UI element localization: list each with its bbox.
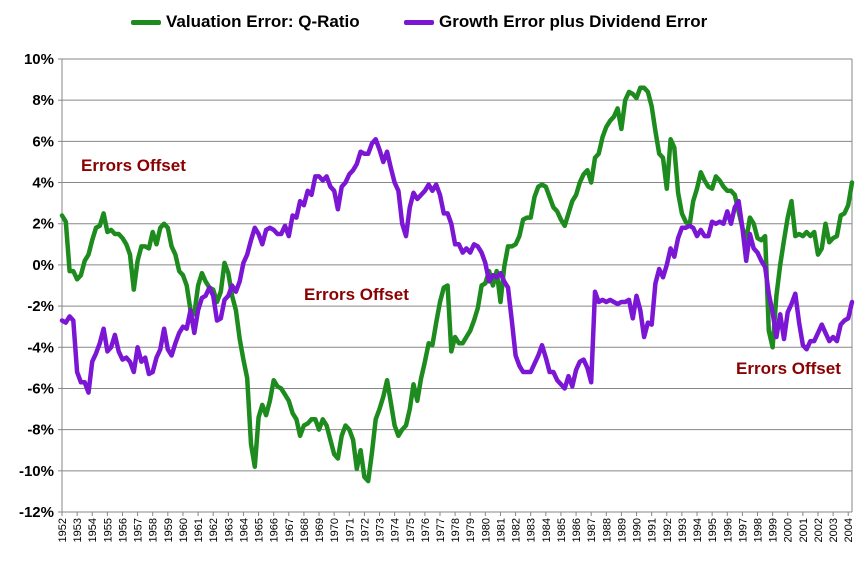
x-tick-label: 1970 [329, 518, 341, 542]
y-tick-label: 6% [32, 133, 54, 150]
annotation-errors-offset-left: Errors Offset [81, 156, 186, 175]
x-tick-label: 1985 [556, 518, 568, 542]
x-tick-label: 1954 [87, 518, 99, 542]
x-tick-label: 1971 [344, 518, 356, 542]
x-tick-label: 1955 [102, 518, 114, 542]
x-tick-label: 1998 [753, 518, 765, 542]
x-tick-label: 1982 [511, 518, 523, 542]
x-tick-label: 1973 [375, 518, 387, 542]
annotation-errors-offset-right: Errors Offset [736, 359, 841, 378]
x-tick-label: 1963 [223, 518, 235, 542]
legend-label-growth-dividend-error: Growth Error plus Dividend Error [439, 12, 708, 31]
x-tick-label: 1989 [616, 518, 628, 542]
x-tick-label: 1975 [405, 518, 417, 542]
x-tick-label: 1958 [148, 518, 160, 542]
x-tick-label: 1960 [178, 518, 190, 542]
legend-swatch-purple [404, 19, 434, 25]
legend-label-valuation-error: Valuation Error: Q-Ratio [166, 12, 360, 31]
x-tick-label: 1977 [435, 518, 447, 542]
y-tick-label: 2% [32, 216, 54, 233]
x-tick-label: 1996 [722, 518, 734, 542]
x-tick-label: 1974 [390, 518, 402, 542]
x-tick-label: 2004 [843, 518, 855, 542]
y-tick-label: -2% [27, 298, 54, 315]
y-tick-label: 8% [32, 92, 54, 109]
x-tick-label: 1965 [254, 518, 266, 542]
x-tick-label: 1997 [737, 518, 749, 542]
x-tick-label: 1995 [707, 518, 719, 542]
x-tick-label: 2001 [798, 518, 810, 542]
legend-item-valuation-error: Valuation Error: Q-Ratio [131, 12, 360, 32]
x-tick-label: 1980 [480, 518, 492, 542]
legend: Valuation Error: Q-Ratio Growth Error pl… [0, 12, 866, 38]
y-tick-label: 0% [32, 257, 54, 274]
x-tick-label: 2002 [813, 518, 825, 542]
x-tick-label: 1959 [163, 518, 175, 542]
x-tick-label: 1983 [526, 518, 538, 542]
x-tick-label: 1969 [314, 518, 326, 542]
x-tick-label: 1992 [662, 518, 674, 542]
x-tick-label: 1988 [601, 518, 613, 542]
annotation-errors-offset-center: Errors Offset [304, 285, 409, 304]
x-tick-label: 1994 [692, 518, 704, 542]
series-line-growth-dividend-error [59, 137, 855, 395]
x-tick-label: 1962 [208, 518, 220, 542]
y-tick-label: -10% [19, 463, 54, 480]
y-tick-label: -12% [19, 504, 54, 521]
x-tick-label: 1981 [495, 518, 507, 542]
x-tick-label: 1999 [768, 518, 780, 542]
x-tick-label: 1968 [299, 518, 311, 542]
x-tick-label: 1952 [57, 518, 69, 542]
x-tick-label: 1987 [586, 518, 598, 542]
x-tick-label: 1953 [72, 518, 84, 542]
x-tick-label: 1978 [450, 518, 462, 542]
y-tick-label: -8% [27, 422, 54, 439]
x-tick-label: 1986 [571, 518, 583, 542]
y-tick-label: 10% [24, 51, 54, 68]
x-tick-label: 1984 [541, 518, 553, 542]
x-tick-label: 1957 [133, 518, 145, 542]
x-tick-label: 2003 [828, 518, 840, 542]
y-tick-label: 4% [32, 175, 54, 192]
x-tick-label: 1976 [420, 518, 432, 542]
series-line-valuation-error [59, 85, 855, 484]
y-tick-label: -4% [27, 339, 54, 356]
x-tick-label: 1966 [269, 518, 281, 542]
x-tick-label: 1991 [647, 518, 659, 542]
legend-swatch-green [131, 19, 161, 25]
x-tick-label: 1990 [632, 518, 644, 542]
x-tick-label: 1956 [117, 518, 129, 542]
y-tick-label: -6% [27, 380, 54, 397]
x-tick-label: 1993 [677, 518, 689, 542]
x-tick-label: 1979 [465, 518, 477, 542]
x-tick-label: 2000 [783, 518, 795, 542]
x-tick-label: 1961 [193, 518, 205, 542]
x-tick-label: 1964 [238, 518, 250, 542]
x-tick-label: 1967 [284, 518, 296, 542]
x-tick-label: 1972 [359, 518, 371, 542]
legend-item-growth-dividend-error: Growth Error plus Dividend Error [404, 12, 707, 32]
